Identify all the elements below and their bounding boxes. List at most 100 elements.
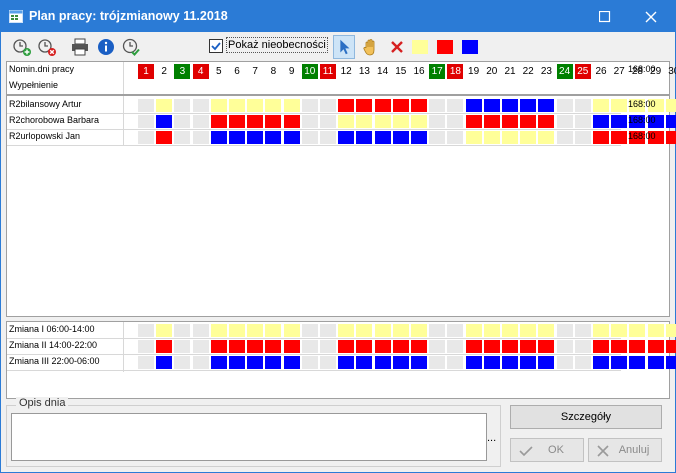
shift-day-cell[interactable] [520,356,537,369]
delete-cross-icon[interactable] [387,37,407,57]
day-number-25[interactable]: 25 [574,64,591,79]
title-bar[interactable]: Plan pracy: trójzmianowy 11.2018 [1,1,675,32]
shift-day-cell[interactable] [483,324,500,337]
employee-day-cell[interactable] [483,115,500,128]
employee-day-cell[interactable] [629,131,646,144]
day-number-19[interactable]: 19 [468,66,480,77]
shift-day-cell[interactable] [210,324,227,337]
shift-day-cell[interactable] [520,324,537,337]
employee-day-cell[interactable] [283,131,300,144]
day-number-5[interactable]: 5 [216,66,222,77]
employee-day-cell[interactable] [156,115,173,128]
red-shift-swatch[interactable] [437,40,453,54]
shift-day-cell[interactable] [229,340,245,353]
employees-grid[interactable]: R2bilansowy Artur 168:00 R2chorobowa Barba… [6,95,676,317]
employee-day-cell[interactable] [538,131,555,144]
employee-day-cell[interactable] [356,131,373,144]
day-number-1[interactable]: 1 [138,64,154,79]
shift-day-cell[interactable] [374,324,391,337]
employee-day-cell[interactable] [611,115,628,128]
employee-day-cell[interactable] [647,99,664,112]
employee-day-cell[interactable] [301,131,318,144]
shift-day-cell[interactable] [283,356,300,369]
employee-day-cell[interactable] [374,99,391,112]
shift-day-cell[interactable] [593,356,609,369]
shift-day-cell[interactable] [411,324,427,337]
employee-day-cell[interactable] [411,115,427,128]
employee-day-cell[interactable] [465,99,482,112]
day-number-12[interactable]: 12 [340,66,352,77]
day-number-16[interactable]: 16 [413,66,425,77]
employee-day-cell[interactable] [574,115,591,128]
shift-day-cell[interactable] [392,356,409,369]
employee-day-cell[interactable] [647,115,664,128]
shift-day-cell[interactable] [502,324,518,337]
shift-day-cell[interactable] [593,340,609,353]
day-number-11[interactable]: 11 [320,64,336,79]
employee-day-cell[interactable] [138,131,154,144]
shift-day-cell[interactable] [374,340,391,353]
shift-day-cell[interactable] [465,340,482,353]
shift-day-cell[interactable] [174,324,191,337]
shift-day-cell[interactable] [611,340,628,353]
employee-day-cell[interactable] [611,131,628,144]
shift-day-cell[interactable] [138,340,154,353]
cancel-button[interactable]: Anuluj [588,438,662,462]
employee-day-cell[interactable] [156,131,173,144]
employee-day-cell[interactable] [574,131,591,144]
employee-day-cell[interactable] [411,99,427,112]
employee-day-cell[interactable] [156,99,173,112]
ok-button[interactable]: OK [510,438,584,462]
shift-day-cell[interactable] [265,340,282,353]
shift-day-cell[interactable] [138,356,154,369]
employee-day-cell[interactable] [338,115,355,128]
day-number-13[interactable]: 13 [358,66,370,77]
day-number-8[interactable]: 8 [270,66,277,77]
employee-day-cell[interactable] [229,115,245,128]
day-number-7[interactable]: 7 [252,66,258,77]
shift-day-cell[interactable] [320,356,336,369]
employee-day-cell[interactable] [593,99,609,112]
shift-day-cell[interactable] [247,340,264,353]
shift-day-cell[interactable] [429,356,446,369]
employee-day-cell[interactable] [192,131,209,144]
day-number-18[interactable]: 18 [447,64,464,79]
day-number-22[interactable]: 22 [522,66,534,77]
employee-day-cell[interactable] [520,99,537,112]
employee-day-cell[interactable] [665,115,676,128]
shift-day-cell[interactable] [647,356,664,369]
hand-icon[interactable] [361,37,381,57]
employee-day-cell[interactable] [538,115,555,128]
shift-day-cell[interactable] [138,324,154,337]
shift-day-cell[interactable] [447,324,464,337]
employee-day-cell[interactable] [265,131,282,144]
shift-day-cell[interactable] [356,340,373,353]
employee-day-cell[interactable] [429,115,446,128]
employee-day-cell[interactable] [502,99,518,112]
employee-day-cell[interactable] [483,131,500,144]
shift-day-cell[interactable] [210,356,227,369]
maximize-button[interactable] [583,1,627,32]
shift-day-cell[interactable] [647,340,664,353]
shift-day-cell[interactable] [156,324,173,337]
shift-day-cell[interactable] [229,356,245,369]
employee-day-cell[interactable] [556,99,573,112]
day-description-input[interactable] [11,413,487,461]
day-number-28[interactable]: 28 [631,66,643,77]
shift-day-cell[interactable] [320,340,336,353]
employee-day-cell[interactable] [465,115,482,128]
day-number-27[interactable]: 27 [613,66,625,77]
employee-day-cell[interactable] [192,99,209,112]
shift-day-cell[interactable] [538,324,555,337]
employee-day-cell[interactable] [556,131,573,144]
shift-day-cell[interactable] [629,324,646,337]
shift-day-cell[interactable] [192,356,209,369]
day-number-20[interactable]: 20 [486,66,498,77]
employee-day-cell[interactable] [210,115,227,128]
shift-day-cell[interactable] [283,340,300,353]
employee-day-cell[interactable] [392,115,409,128]
pointer-icon[interactable] [333,35,355,59]
day-number-24[interactable]: 24 [556,64,573,79]
employee-day-cell[interactable] [429,99,446,112]
shift-day-cell[interactable] [247,356,264,369]
